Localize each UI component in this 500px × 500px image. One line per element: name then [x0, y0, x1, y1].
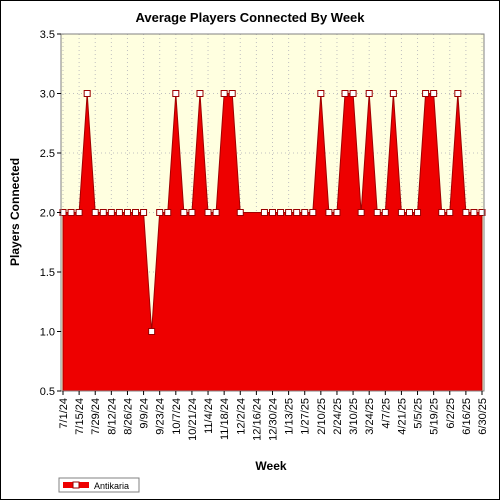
data-point	[132, 209, 140, 216]
data-point	[83, 90, 91, 97]
data-point	[269, 209, 276, 216]
x-tick-label: 6/2/25	[445, 398, 457, 429]
data-point	[156, 209, 164, 216]
data-point	[422, 90, 430, 97]
data-point	[172, 90, 180, 97]
data-point	[180, 209, 188, 216]
data-point	[373, 209, 381, 216]
data-point	[123, 209, 131, 216]
data-point	[309, 209, 317, 216]
x-tick-label: 7/29/24	[90, 398, 102, 435]
data-point	[438, 209, 446, 216]
data-point	[365, 90, 373, 97]
data-point	[148, 328, 156, 335]
data-point	[188, 209, 196, 216]
y-tick-label: 3.0	[40, 89, 55, 101]
data-point	[325, 209, 333, 216]
x-tick-label: 7/1/24	[58, 398, 70, 429]
x-tick-label: 1/13/25	[284, 398, 296, 435]
data-point	[228, 90, 236, 97]
data-point	[414, 209, 422, 216]
y-tick-label: 0.5	[40, 386, 55, 398]
x-tick-label: 8/26/24	[122, 398, 134, 435]
data-point	[212, 209, 220, 216]
data-point	[349, 90, 357, 97]
y-tick-label: 2.0	[40, 208, 55, 220]
data-point	[341, 90, 349, 97]
x-tick-label: 12/30/24	[268, 398, 280, 441]
data-point	[357, 209, 365, 216]
y-tick-label: 1.5	[40, 267, 55, 279]
data-point	[260, 209, 268, 216]
x-tick-label: 12/2/24	[235, 398, 247, 435]
x-tick-label: 5/19/25	[429, 398, 441, 435]
legend-label-antikaria: Antikaria	[94, 481, 129, 491]
data-point	[99, 209, 107, 216]
plot-area: 0.5 1.0 1.5 2.0 2.5 3.0 3.5 7/1/24 7/15/24 7/29/2…	[40, 29, 489, 441]
data-point	[317, 90, 325, 97]
x-tick-label: 2/10/25	[316, 398, 328, 435]
data-point	[91, 209, 99, 216]
x-tick-label: 10/7/24	[171, 398, 183, 435]
data-point	[140, 209, 148, 216]
y-axis-label: Players Connected	[8, 158, 22, 266]
data-point	[164, 209, 172, 216]
x-tick-label: 9/23/24	[155, 398, 167, 435]
x-tick-label: 12/16/24	[251, 398, 263, 441]
data-point	[196, 90, 204, 97]
x-tick-label: 6/16/25	[461, 398, 473, 435]
x-tick-label: 11/18/24	[219, 398, 231, 440]
data-point	[67, 209, 75, 216]
x-axis-label: Week	[255, 459, 286, 473]
data-point	[470, 209, 478, 216]
data-point	[397, 209, 405, 216]
legend-marker	[72, 481, 80, 489]
data-point	[454, 90, 462, 97]
data-point	[478, 209, 486, 216]
data-point	[301, 209, 309, 216]
x-tick-label: 11/4/24	[203, 398, 215, 434]
chart-title: Average Players Connected By Week	[135, 10, 365, 25]
data-point	[220, 90, 228, 97]
x-tick-label: 8/12/24	[106, 398, 118, 435]
x-tick-label: 1/27/25	[300, 398, 312, 435]
data-point	[293, 209, 301, 216]
data-point	[115, 209, 123, 216]
data-point	[381, 209, 389, 216]
data-point	[446, 209, 454, 216]
x-tick-label: 5/5/25	[413, 398, 425, 429]
x-tick-label: 10/21/24	[187, 398, 199, 441]
data-point	[430, 90, 438, 97]
data-point	[462, 209, 470, 216]
x-tick-label: 3/24/25	[364, 398, 376, 435]
data-point	[389, 90, 397, 97]
data-point	[277, 209, 285, 216]
x-tick-label: 2/24/25	[332, 398, 344, 435]
x-tick-label: 4/7/25	[380, 398, 392, 429]
data-point	[236, 209, 244, 216]
data-point	[204, 209, 212, 216]
x-tick-label: 9/9/24	[139, 398, 151, 429]
x-tick-label: 3/10/25	[348, 398, 360, 435]
x-tick-label: 4/21/25	[396, 398, 408, 435]
data-point	[107, 209, 115, 216]
data-point	[285, 209, 293, 216]
y-tick-label: 2.5	[40, 148, 55, 160]
data-point	[75, 209, 83, 216]
legend: Antikaria	[58, 477, 140, 493]
y-tick-label: 1.0	[40, 327, 55, 339]
x-tick-label: 7/15/24	[74, 398, 86, 435]
y-tick-label: 3.5	[40, 29, 55, 41]
data-point	[333, 209, 341, 216]
data-point	[405, 209, 413, 216]
x-tick-label: 6/30/25	[477, 398, 489, 435]
